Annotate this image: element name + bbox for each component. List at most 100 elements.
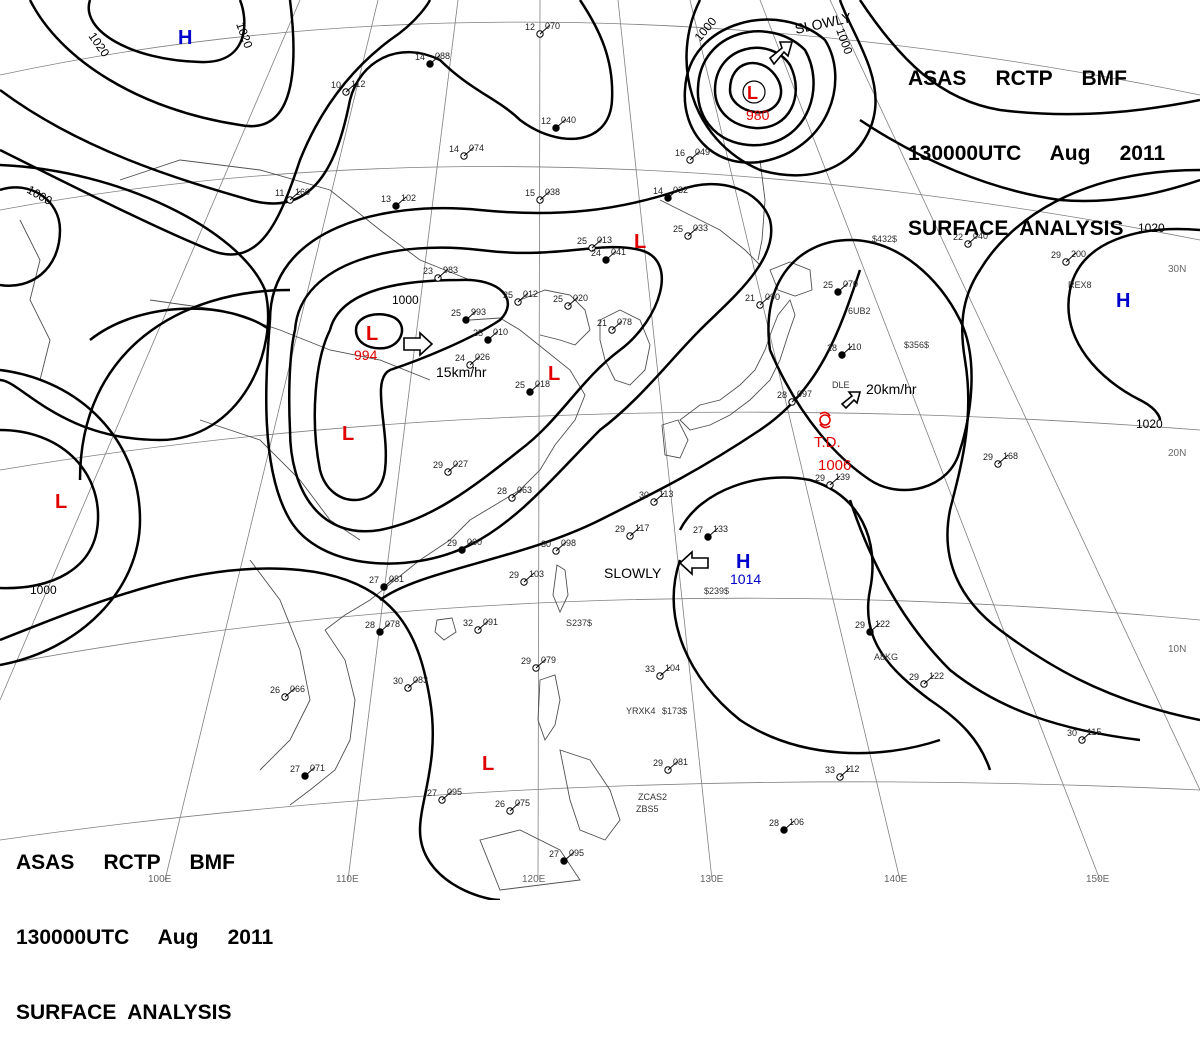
wind-barb-icon bbox=[523, 572, 535, 583]
station-plot: 22 040 bbox=[953, 231, 988, 248]
ship-ids: REX8 6UB2 DLE $432$ $239$ A8KG $173$ YRX… bbox=[566, 234, 1092, 814]
wind-barb-icon bbox=[539, 24, 551, 35]
station-plot: 29 139 bbox=[815, 472, 850, 489]
station-pressure: 095 bbox=[569, 848, 584, 858]
lat-label: 10N bbox=[1168, 644, 1186, 655]
station-pressure: 026 bbox=[475, 352, 490, 362]
tropical-depression-icon bbox=[819, 411, 831, 429]
high-center-symbol: H bbox=[178, 27, 192, 49]
philippines-south bbox=[559, 749, 621, 841]
isobar-label: 1020 bbox=[1138, 221, 1165, 235]
wind-barb-icon bbox=[611, 320, 623, 331]
station-temperature: 29 bbox=[615, 524, 625, 534]
station-pressure: 098 bbox=[561, 538, 576, 548]
station-pressure: 027 bbox=[453, 459, 468, 469]
station-pressure: 078 bbox=[385, 619, 400, 629]
wind-barb-icon bbox=[437, 268, 449, 279]
ship-id: YRXK4 bbox=[626, 706, 656, 716]
station-plot: 11 160 bbox=[275, 187, 310, 204]
station-pressure: 139 bbox=[835, 472, 850, 482]
wind-barb-icon bbox=[461, 540, 473, 551]
station-temperature: 27 bbox=[693, 525, 703, 535]
station-plot: 30 083 bbox=[393, 675, 428, 692]
wind-barb-icon bbox=[529, 382, 541, 393]
wind-barb-icon bbox=[689, 150, 701, 161]
isobar-984 bbox=[713, 46, 798, 130]
station-temperature: 27 bbox=[549, 849, 559, 859]
td-pressure: 1006 bbox=[818, 457, 851, 474]
wind-barb-icon bbox=[304, 766, 316, 777]
luzon bbox=[537, 674, 561, 742]
station-plot: 29 117 bbox=[615, 523, 649, 540]
isobar-1000-west-small bbox=[0, 186, 62, 287]
station-temperature: 29 bbox=[855, 620, 865, 630]
station-temperature: 25 bbox=[577, 236, 587, 246]
meridian-90e bbox=[0, 0, 301, 701]
station-temperature: 29 bbox=[447, 538, 457, 548]
inland-border-2 bbox=[199, 419, 361, 541]
station-plot: 32 091 bbox=[463, 617, 498, 634]
lon-label: 130E bbox=[700, 874, 724, 885]
low-center-symbol: L bbox=[747, 83, 758, 103]
station-temperature: 12 bbox=[525, 22, 535, 32]
station-pressure: 074 bbox=[469, 143, 484, 153]
title-line-type: SURFACE ANALYSIS bbox=[908, 217, 1124, 240]
wind-barb-icon bbox=[441, 790, 453, 801]
ship-id: 6UB2 bbox=[848, 306, 871, 316]
station-plot: 25 013 bbox=[577, 235, 612, 252]
station-temperature: 30 bbox=[541, 539, 551, 549]
wind-barb-icon bbox=[465, 310, 477, 321]
meridian-100e bbox=[164, 0, 379, 881]
arrow-icon bbox=[768, 41, 794, 66]
isobar-central-long bbox=[78, 288, 291, 481]
station-temperature: 29 bbox=[983, 452, 993, 462]
station-temperature: 14 bbox=[415, 52, 425, 62]
station-pressure: 103 bbox=[529, 569, 544, 579]
station-temperature: 26 bbox=[270, 685, 280, 695]
station-temperature: 28 bbox=[497, 486, 507, 496]
station-temperature: 28 bbox=[365, 620, 375, 630]
ship-id: $432$ bbox=[872, 234, 897, 244]
isobar-label: 1020 bbox=[233, 20, 255, 50]
station-pressure: 168 bbox=[1003, 451, 1018, 461]
station-pressure: 040 bbox=[561, 115, 576, 125]
station-pressure: 081 bbox=[673, 757, 688, 767]
station-plot: 25 020 bbox=[553, 293, 588, 310]
station-pressure: 033 bbox=[693, 223, 708, 233]
station-plot: 30 115 bbox=[1067, 727, 1101, 744]
station-pressure: 083 bbox=[413, 675, 428, 685]
station-plot: 25 012 bbox=[503, 289, 538, 306]
meridian-160e bbox=[829, 0, 1200, 791]
station-temperature: 24 bbox=[591, 248, 601, 258]
lat-lon-grid bbox=[0, 0, 1200, 881]
russia-coast bbox=[659, 199, 761, 266]
station-temperature: 11 bbox=[275, 188, 284, 198]
station-pressure: 032 bbox=[673, 185, 688, 195]
wind-barb-icon bbox=[841, 345, 853, 356]
ship-id: $239$ bbox=[704, 586, 729, 596]
station-plot: 27 095 bbox=[427, 787, 462, 804]
station-plot: 27 071 bbox=[290, 763, 325, 780]
parallel-30n bbox=[0, 166, 1200, 241]
wind-barb-icon bbox=[487, 330, 499, 341]
station-pressure: 063 bbox=[517, 485, 532, 495]
parallel-20n bbox=[0, 411, 1200, 471]
lon-label: 150E bbox=[1086, 874, 1110, 885]
station-temperature: 28 bbox=[827, 343, 837, 353]
station-pressure: 079 bbox=[541, 655, 556, 665]
isobar-1020-east bbox=[1067, 227, 1200, 421]
station-plot: 29 081 bbox=[653, 757, 688, 774]
wind-barb-icon bbox=[517, 292, 529, 303]
station-pressure: 200 bbox=[1071, 249, 1086, 259]
movement-label: 20km/hr bbox=[866, 381, 917, 397]
high-center-pressure: 1014 bbox=[730, 571, 761, 587]
station-plot: 29 122 bbox=[909, 671, 944, 688]
station-temperature: 25 bbox=[503, 290, 513, 300]
wind-barb-icon bbox=[997, 454, 1009, 465]
isobar-label: 1020 bbox=[86, 30, 113, 60]
low-center-symbol: L bbox=[634, 231, 646, 253]
wind-barb-icon bbox=[284, 687, 296, 698]
station-plot: 30 113 bbox=[639, 489, 673, 506]
wind-barb-icon bbox=[509, 801, 521, 812]
isobar-td-ring bbox=[767, 238, 973, 492]
